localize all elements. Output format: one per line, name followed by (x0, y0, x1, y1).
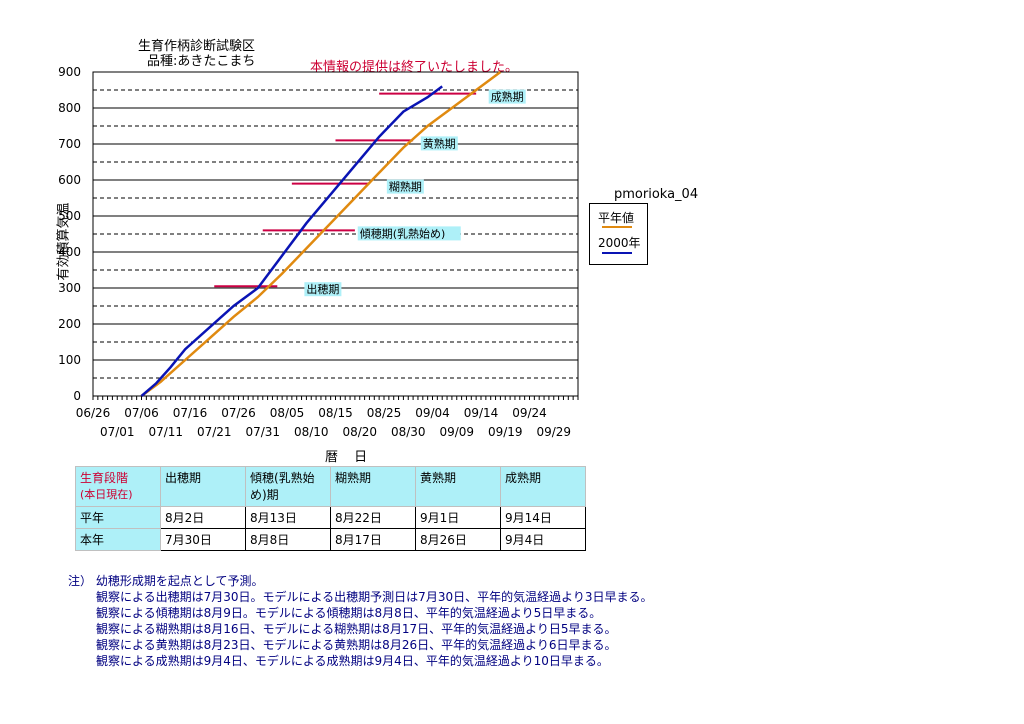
y-tick-label: 400 (58, 245, 81, 259)
y-tick-label: 0 (73, 389, 81, 403)
x-tick-label: 09/14 (464, 406, 499, 420)
stage-label-bg (488, 89, 526, 104)
stage-label-bg (357, 226, 461, 241)
note-line: 観察による糊熟期は8月16日、モデルによる糊熟期は8月17日、平年的気温経過より… (96, 622, 617, 636)
stage-marker-label: 出穂期 (306, 282, 339, 296)
table-cell: 8月26日 (415, 528, 501, 551)
column-header: 出穂期 (160, 466, 246, 507)
x-tick-label: 07/11 (148, 425, 183, 439)
note-line: 観察による出穂期は7月30日。モデルによる出穂期予測日は7月30日、平年的気温経… (96, 590, 653, 604)
column-header: 成熟期 (500, 466, 586, 507)
stage-marker-label: 黄熟期 (423, 136, 456, 150)
chart-title-line1: 生育作柄診断試験区 (138, 39, 256, 54)
x-tick-label: 08/10 (294, 425, 329, 439)
stage-label-bg (304, 282, 342, 297)
y-tick-label: 100 (58, 353, 81, 367)
x-tick-label: 08/05 (270, 406, 305, 420)
table-cell: 8月17日 (330, 528, 416, 551)
table-cell: 8月13日 (245, 506, 331, 529)
x-tick-label: 09/09 (439, 425, 474, 439)
x-axis-label: 暦 日 (325, 450, 374, 465)
series-line-1 (140, 85, 443, 397)
note-line: 注） 幼穂形成期を起点として予測。 (68, 574, 264, 588)
stage-header-label: 生育段階 (80, 471, 129, 485)
stage-marker-label: 成熟期 (491, 90, 524, 104)
stage-label-bg (420, 136, 458, 151)
table-header-stage: 生育段階 (本日現在) (75, 466, 161, 507)
x-tick-label: 08/25 (367, 406, 402, 420)
x-tick-label: 08/20 (342, 425, 377, 439)
y-tick-label: 700 (58, 137, 81, 151)
table-cell: 8月2日 (160, 506, 246, 529)
column-header: 黄熟期 (415, 466, 501, 507)
series-line-0 (140, 70, 502, 398)
table-row: 平年 8月2日 8月13日 8月22日 9月1日 9月14日 (75, 506, 586, 529)
table-cell: 9月14日 (500, 506, 586, 529)
y-tick-label: 300 (58, 281, 81, 295)
chart-title-line2: 品種:あきたこまち (147, 54, 256, 69)
table-cell: 8月8日 (245, 528, 331, 551)
row-label: 平年 (75, 506, 161, 529)
x-tick-label: 07/01 (100, 425, 135, 439)
stage-marker-label: 糊熟期 (389, 180, 422, 194)
y-tick-label: 800 (58, 101, 81, 115)
table-cell: 7月30日 (160, 528, 246, 551)
legend-line-normal (602, 226, 632, 228)
note-line: 観察による成熟期は9月4日、モデルによる成熟期は9月4日、平年的気温経過より10… (96, 654, 609, 668)
x-tick-label: 07/16 (173, 406, 208, 420)
y-tick-label: 600 (58, 173, 81, 187)
y-tick-label: 500 (58, 209, 81, 223)
table-row: 本年 7月30日 8月8日 8月17日 8月26日 9月4日 (75, 528, 586, 551)
legend-line-2000 (602, 252, 632, 254)
x-tick-label: 09/24 (512, 406, 547, 420)
y-tick-label: 200 (58, 317, 81, 331)
legend: 平年値 2000年 (589, 203, 648, 265)
column-header: 糊熟期 (330, 466, 416, 507)
chart-plot: 0 100 200 300 400 500 600 700 800 900 06/26 07/06 07… (58, 65, 579, 439)
legend-label-normal: 平年値 (598, 211, 635, 225)
growth-stage-table: 生育段階 (本日現在) 出穂期 傾穂(乳熟始め)期 糊熟期 黄熟期 成熟期 平年… (75, 466, 586, 551)
note-line: 観察による傾穂期は8月9日。モデルによる傾穂期は8月8日、平年的気温経過より5日… (96, 606, 602, 620)
x-tick-label: 08/30 (391, 425, 426, 439)
x-tick-label: 09/04 (415, 406, 450, 420)
x-tick-label: 07/06 (124, 406, 159, 420)
x-tick-label: 06/26 (76, 406, 111, 420)
legend-label-2000: 2000年 (598, 236, 641, 250)
notes: 注） 幼穂形成期を起点として予測。 観察による出穂期は7月30日。モデルによる出… (68, 573, 653, 669)
x-tick-label: 07/26 (221, 406, 256, 420)
end-of-service-notice: 本情報の提供は終了いたしました。 (310, 60, 519, 75)
x-tick-label: 07/31 (245, 425, 280, 439)
stage-label-bg (386, 179, 424, 194)
note-line: 観察による黄熟期は8月23日、モデルによる黄熟期は8月26日、平年的気温経過より… (96, 638, 617, 652)
stage-header-sub: (本日現在) (80, 488, 133, 501)
x-tick-label: 09/19 (488, 425, 523, 439)
x-tick-label: 09/29 (536, 425, 571, 439)
row-label: 本年 (75, 528, 161, 551)
table-cell: 9月4日 (500, 528, 586, 551)
column-header: 傾穂(乳熟始め)期 (245, 466, 331, 507)
table-cell: 9月1日 (415, 506, 501, 529)
x-tick-label: 07/21 (197, 425, 232, 439)
y-tick-label: 900 (58, 65, 81, 79)
stage-marker-label: 傾穂期(乳熱始め) (360, 226, 446, 240)
x-tick-label: 08/15 (318, 406, 353, 420)
legend-title: pmorioka_04 (614, 187, 699, 202)
table-cell: 8月22日 (330, 506, 416, 529)
